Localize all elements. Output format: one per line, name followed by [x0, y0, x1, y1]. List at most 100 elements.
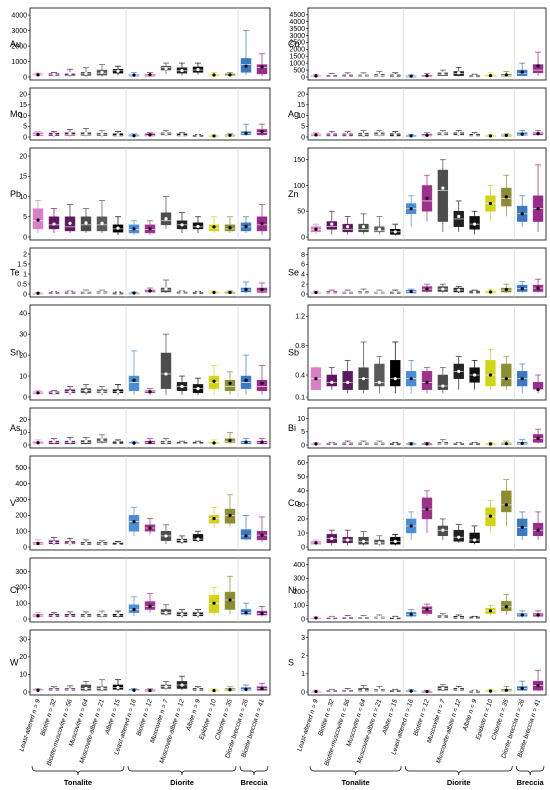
mean-marker	[393, 689, 397, 693]
box-se-5	[390, 289, 401, 295]
mean-marker	[36, 291, 40, 295]
box-co-14	[532, 511, 544, 540]
box-v-1	[48, 537, 60, 545]
box-as-0	[32, 439, 44, 445]
mean-marker	[180, 384, 184, 389]
mean-marker	[212, 516, 216, 521]
y-tick-label: 15	[297, 102, 305, 109]
y-tick-label: 10	[19, 430, 27, 437]
mean-marker	[473, 442, 477, 446]
box-ag-0	[310, 132, 322, 137]
mean-marker	[132, 134, 136, 138]
mean-marker	[330, 222, 334, 226]
iqr-box	[326, 374, 337, 387]
mean-marker	[212, 379, 216, 383]
mean-marker	[36, 614, 40, 618]
mean-marker	[68, 541, 72, 545]
box-mo-13	[240, 123, 252, 136]
panel-frame	[307, 407, 547, 449]
box-v-2	[64, 537, 76, 546]
mean-marker	[488, 514, 493, 518]
mean-marker	[361, 539, 366, 543]
box-v-10	[192, 530, 204, 543]
mean-marker	[164, 440, 168, 444]
box-cr-5	[112, 610, 124, 618]
element-label: Mo	[10, 109, 23, 119]
mean-marker	[457, 369, 461, 373]
y-tick-label: 1.2	[295, 314, 305, 321]
panel-frame	[307, 7, 547, 81]
mean-marker	[148, 227, 152, 231]
mean-marker	[244, 288, 248, 292]
mean-marker	[68, 290, 72, 294]
box-sn-2	[64, 386, 76, 395]
box-sn-9	[176, 375, 188, 395]
box-ag-9	[453, 130, 464, 136]
mean-marker	[84, 132, 88, 136]
box-sn-6	[128, 350, 140, 395]
element-label: Sn	[10, 348, 21, 358]
box-sb-12	[501, 356, 512, 390]
mean-marker	[212, 225, 216, 229]
y-tick-label: 1000	[289, 60, 305, 67]
mean-marker	[457, 442, 461, 446]
iqr-box	[160, 352, 172, 389]
box-pb-14	[256, 204, 268, 235]
box-as-12	[224, 431, 236, 444]
box-sb-2	[342, 359, 353, 394]
box-cu-12	[501, 71, 512, 77]
box-w-10	[192, 686, 204, 692]
box-bi-6	[405, 442, 417, 446]
box-s-5	[390, 688, 401, 693]
mean-marker	[457, 288, 461, 292]
box-sn-11	[208, 365, 220, 395]
box-ag-12	[501, 133, 512, 138]
mean-marker	[441, 132, 445, 136]
mean-marker	[148, 390, 152, 394]
box-v-12	[224, 494, 236, 527]
y-tick-label: 2000	[11, 43, 27, 50]
mean-marker	[361, 688, 366, 692]
box-pb-12	[224, 216, 236, 233]
y-tick-label: 3	[301, 635, 305, 642]
panel-cr: Cr 0 100 200 300	[10, 557, 271, 623]
panel-te: Te 0 0.5 1 1.5 2	[10, 247, 271, 298]
group-label: Tonalite	[64, 778, 92, 787]
y-tick-label: 5	[23, 214, 27, 221]
mean-marker	[260, 686, 264, 691]
box-v-11	[208, 507, 220, 529]
mean-marker	[196, 387, 200, 391]
mean-marker	[116, 613, 120, 617]
iqr-box	[256, 379, 268, 391]
y-tick-label: 50	[297, 474, 305, 481]
y-tick-label: 0.1	[295, 394, 305, 401]
mean-marker	[536, 613, 540, 617]
element-label: Te	[10, 268, 20, 278]
box-ag-14	[532, 130, 544, 136]
box-zn-5	[390, 223, 401, 236]
box-zn-2	[342, 216, 353, 235]
mean-marker	[520, 377, 524, 381]
box-zn-10	[469, 210, 480, 235]
mean-marker	[260, 533, 264, 537]
box-au-8	[160, 62, 172, 74]
box-v-9	[176, 535, 188, 544]
box-bi-8	[437, 439, 449, 446]
mean-marker	[180, 68, 184, 73]
box-cu-7	[421, 73, 433, 78]
group-bracket	[239, 765, 269, 776]
box-s-4	[374, 686, 385, 692]
y-tick-label: 0	[301, 544, 305, 551]
box-w-4	[96, 679, 108, 692]
box-co-5	[390, 534, 401, 546]
mean-marker	[212, 688, 216, 693]
mean-marker	[536, 388, 540, 392]
y-tick-label: 2	[23, 251, 27, 258]
y-tick-label: 20	[19, 91, 27, 98]
box-sn-1	[48, 390, 60, 395]
mean-marker	[409, 612, 413, 616]
box-co-1	[326, 529, 337, 546]
y-tick-label: 0	[23, 291, 27, 298]
mean-marker	[425, 74, 429, 78]
mean-marker	[260, 65, 264, 69]
